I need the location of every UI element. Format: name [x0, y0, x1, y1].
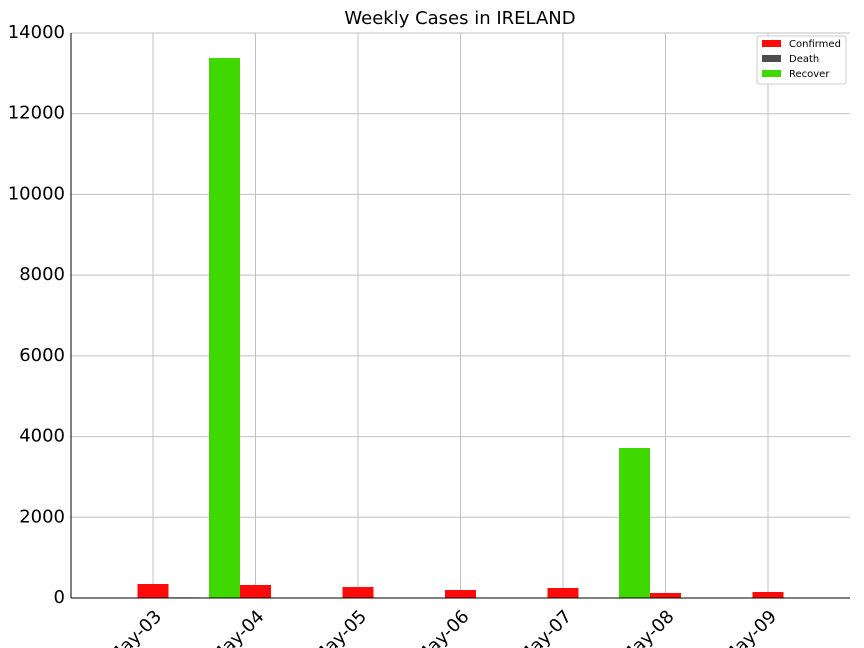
- legend-label: Confirmed: [789, 39, 841, 50]
- x-tick-label: May-03: [104, 606, 166, 648]
- y-tick-label: 10000: [8, 183, 65, 204]
- legend-swatch: [762, 40, 781, 47]
- x-tick-label: May-06: [412, 606, 474, 648]
- x-tick-label: May-07: [514, 606, 576, 648]
- legend-swatch: [762, 55, 781, 62]
- y-tick-label: 4000: [19, 426, 65, 447]
- bar: [547, 587, 579, 598]
- y-tick-label: 14000: [8, 22, 65, 43]
- bar: [209, 58, 240, 599]
- legend-label: Death: [789, 54, 819, 65]
- legend: Confirmed Death Recover: [756, 35, 847, 85]
- y-tick-label: 6000: [19, 345, 65, 366]
- chart-title: Weekly Cases in IRELAND: [344, 8, 575, 29]
- bar: [650, 592, 681, 598]
- bar: [342, 587, 374, 598]
- legend-label: Recover: [789, 69, 830, 80]
- bar: [445, 590, 476, 598]
- bar: [240, 585, 271, 598]
- y-tick-label: 0: [54, 587, 65, 608]
- bar: [137, 583, 169, 598]
- x-tick-label: May-09: [719, 606, 781, 648]
- bar: [752, 591, 784, 598]
- x-tick-label: May-04: [207, 606, 269, 648]
- x-tick-label: May-05: [309, 606, 371, 648]
- x-tick-label: May-08: [617, 606, 679, 648]
- bar: [619, 447, 650, 598]
- legend-swatch: [762, 70, 781, 77]
- y-tick-label: 2000: [19, 506, 65, 527]
- y-tick-label: 12000: [8, 103, 65, 124]
- y-tick-label: 8000: [19, 264, 65, 285]
